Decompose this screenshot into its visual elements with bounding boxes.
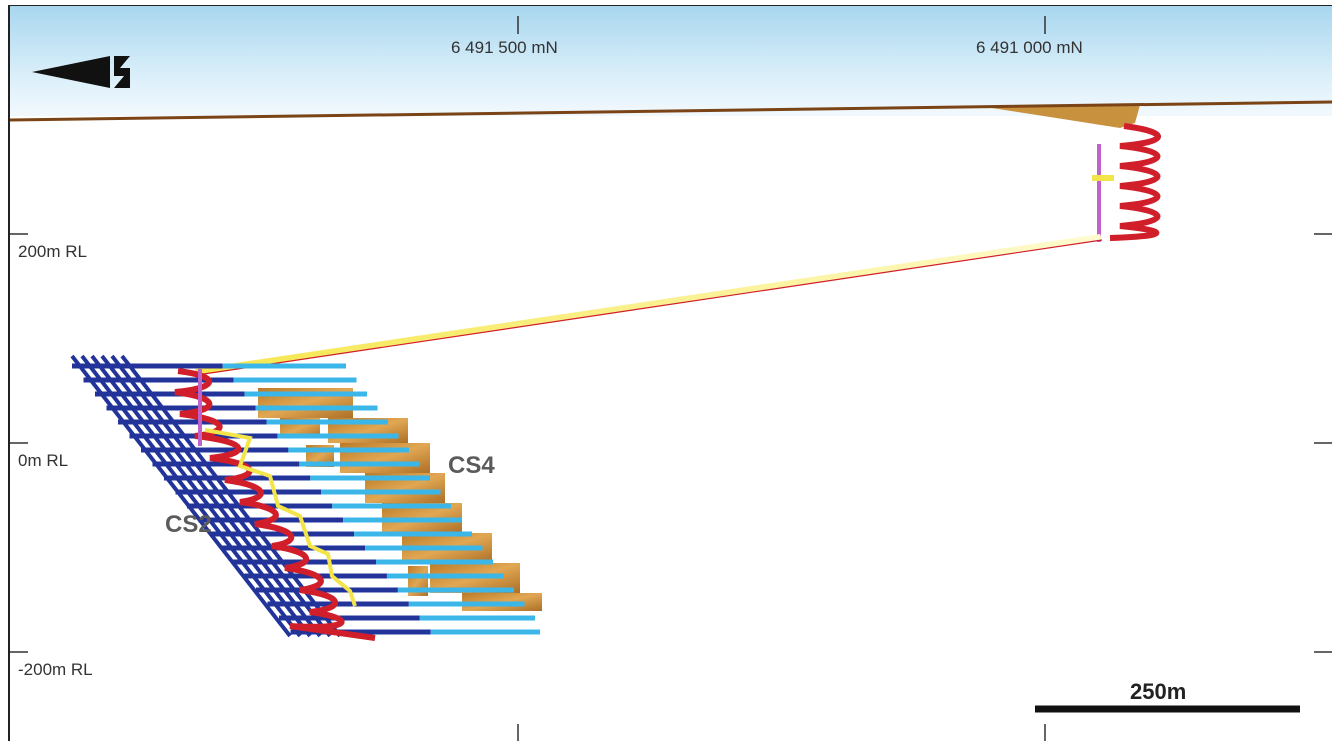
lower-decline-spiral [174, 368, 376, 641]
level-label-0: 0m RL [18, 451, 69, 470]
level-label-200: 200m RL [18, 242, 87, 261]
north-arrow [32, 56, 130, 88]
mine-section [10, 16, 1332, 741]
sky-band [10, 6, 1332, 116]
upper-decline-spiral [1109, 123, 1161, 241]
footwall-ramp [90, 354, 312, 638]
ground-surface [10, 100, 1332, 128]
axis-ticks [10, 16, 1332, 741]
footwall-ramp [100, 354, 322, 638]
lower-connectors [204, 428, 357, 607]
northing-label-2: 6 491 000 mN [976, 38, 1083, 57]
footwall-ramp [70, 354, 292, 638]
main-decline-drive [195, 234, 1103, 376]
orebody-label-cs2: CS2 [165, 511, 212, 538]
footwall-ramp [80, 354, 302, 638]
level-label-minus-200: -200m RL [18, 660, 93, 679]
scale-bar-label: 250m [1130, 679, 1187, 704]
footwall-ramp [110, 354, 332, 638]
section-frame: 6 491 500 mN 6 491 000 mN 200m RL 0m RL … [8, 5, 1332, 741]
orebody-label-cs4: CS4 [448, 452, 495, 479]
northing-label-1: 6 491 500 mN [451, 38, 558, 57]
